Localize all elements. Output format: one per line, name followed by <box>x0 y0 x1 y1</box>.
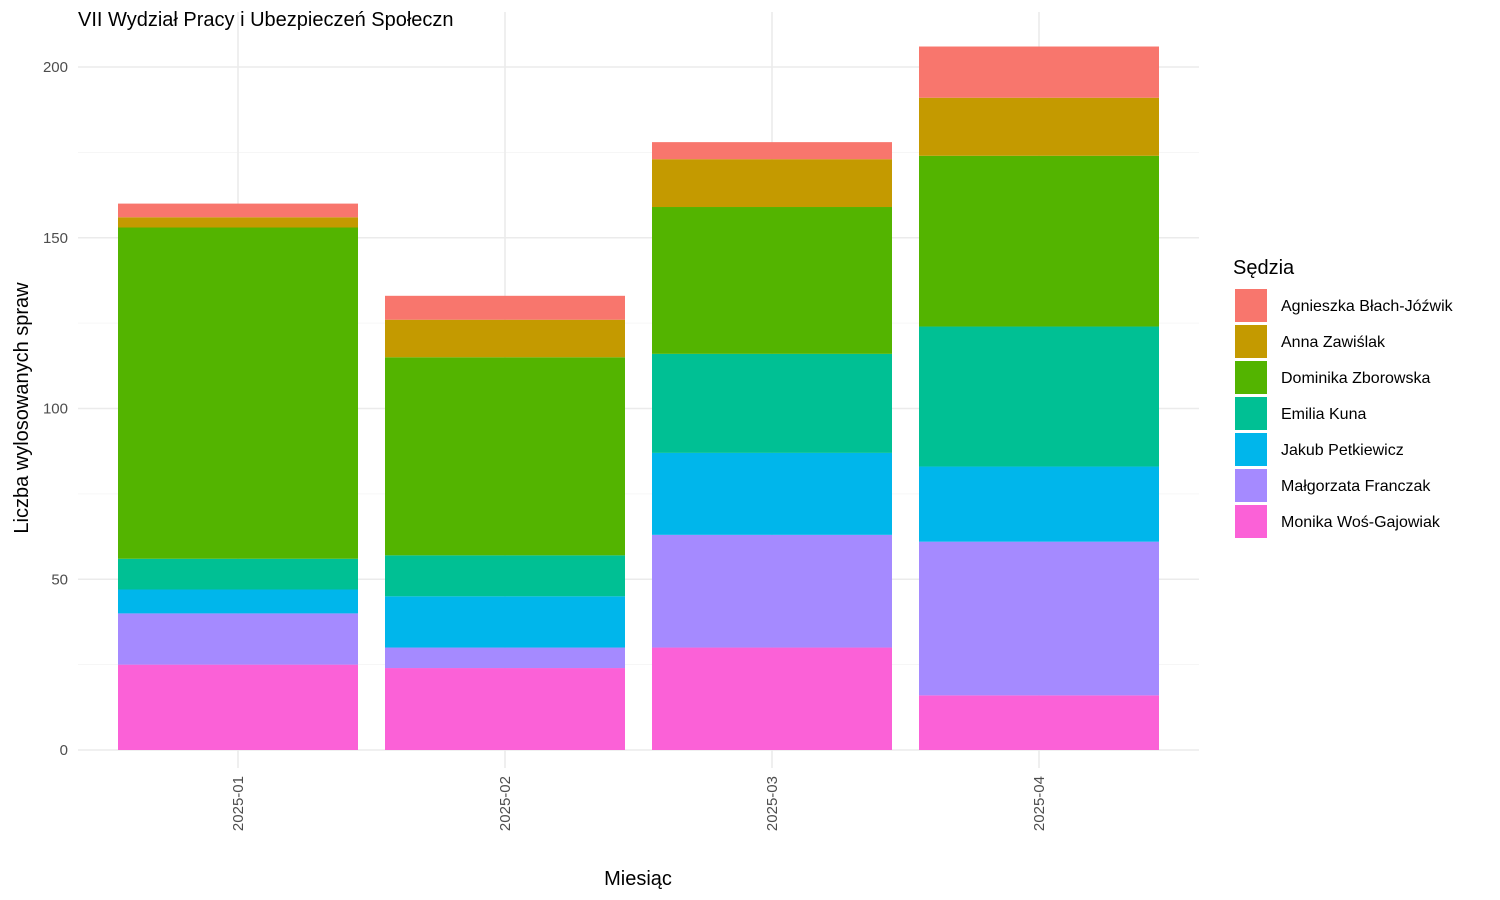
bars <box>118 46 1159 750</box>
bar-segment <box>652 207 892 354</box>
y-tick-label: 200 <box>43 59 68 76</box>
bar-segment <box>385 357 625 556</box>
y-tick-label: 150 <box>43 230 68 247</box>
bar-segment <box>118 589 358 614</box>
bar-segment <box>118 558 358 590</box>
bar-segment <box>385 295 625 320</box>
y-axis-title: Liczba wylosowanych spraw <box>11 282 33 534</box>
legend-key <box>1235 397 1267 430</box>
bar-segment <box>919 466 1159 542</box>
y-tick-label: 50 <box>51 571 68 588</box>
bar-segment <box>385 555 625 597</box>
bar-segment <box>385 596 625 648</box>
bar-segment <box>118 613 358 665</box>
x-tick-label: 2025-03 <box>764 776 781 831</box>
x-tick-label: 2025-01 <box>230 776 247 831</box>
legend-key <box>1235 361 1267 394</box>
x-axis: 2025-01 2025-02 2025-03 2025-04 <box>230 776 1048 831</box>
legend-label: Agnieszka Błach-Jóźwik <box>1281 298 1454 315</box>
bar-segment <box>118 227 358 559</box>
legend: Sędzia Agnieszka Błach-Jóźwik Anna Zawiśl… <box>1233 257 1454 538</box>
bar-segment <box>919 97 1159 156</box>
bar-segment <box>118 664 358 750</box>
x-tick-label: 2025-02 <box>497 776 514 831</box>
bar-segment <box>118 203 358 218</box>
bar-segment <box>919 155 1159 327</box>
chart-title: VII Wydział Pracy i Ubezpieczeń Społeczn <box>78 9 454 31</box>
bar-segment <box>652 452 892 535</box>
x-tick-label: 2025-04 <box>1031 776 1048 831</box>
legend-key <box>1235 433 1267 466</box>
bar-segment <box>385 668 625 750</box>
bar-segment <box>652 534 892 648</box>
bar-segment <box>919 541 1159 696</box>
y-axis: 0 50 100 150 200 <box>43 59 68 759</box>
y-tick-label: 0 <box>60 742 68 759</box>
legend-label: Monika Woś-Gajowiak <box>1281 514 1441 531</box>
legend-label: Dominika Zborowska <box>1281 370 1430 387</box>
bar-segment <box>385 647 625 669</box>
legend-title: Sędzia <box>1233 257 1295 279</box>
bar-segment <box>385 319 625 358</box>
legend-key <box>1235 469 1267 502</box>
legend-label: Emilia Kuna <box>1281 406 1366 423</box>
bar-segment <box>652 159 892 208</box>
x-axis-title: Miesiąc <box>604 868 672 890</box>
bar-segment <box>652 647 892 750</box>
bar-segment <box>919 695 1159 750</box>
y-tick-label: 100 <box>43 401 68 418</box>
legend-key <box>1235 325 1267 358</box>
bar-segment <box>118 217 358 228</box>
legend-key <box>1235 505 1267 538</box>
legend-label: Anna Zawiślak <box>1281 334 1386 351</box>
bar-segment <box>652 353 892 453</box>
legend-label: Małgorzata Franczak <box>1281 478 1431 495</box>
bar-segment <box>919 46 1159 98</box>
bar-segment <box>652 142 892 160</box>
legend-key <box>1235 289 1267 322</box>
legend-label: Jakub Petkiewicz <box>1281 442 1404 459</box>
bar-segment <box>919 326 1159 467</box>
